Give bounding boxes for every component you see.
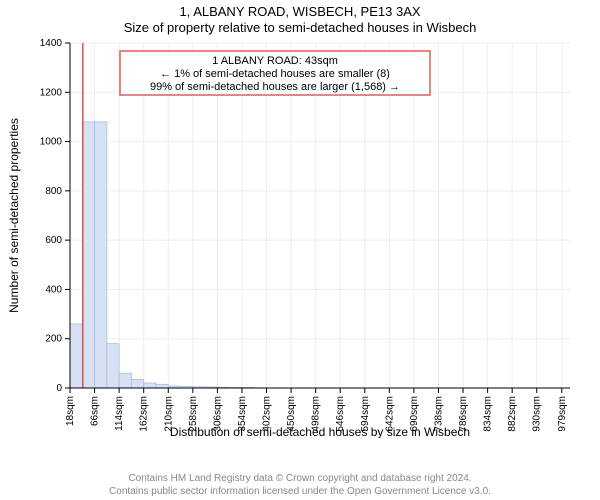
y-tick-label: 200 bbox=[45, 334, 62, 345]
legend-line2: ← 1% of semi-detached houses are smaller… bbox=[160, 68, 390, 80]
histogram-bar bbox=[131, 379, 143, 388]
chart-titles: 1, ALBANY ROAD, WISBECH, PE13 3AX Size o… bbox=[0, 0, 600, 35]
y-tick-label: 1200 bbox=[40, 87, 63, 98]
x-tick-label: 930sqm bbox=[532, 396, 543, 432]
chart-area: 0 200 400 600 800 1000 1200 1400 18sqm 66sqm 114sq… bbox=[0, 38, 600, 438]
histogram-bar bbox=[156, 384, 168, 388]
y-tick-label: 400 bbox=[45, 284, 62, 295]
y-axis-label: Number of semi-detached properties bbox=[7, 118, 21, 313]
histogram-bar bbox=[95, 122, 107, 388]
y-tick-label: 1400 bbox=[40, 38, 63, 49]
legend-line3: 99% of semi-detached houses are larger (… bbox=[150, 81, 400, 93]
histogram-bar bbox=[144, 383, 156, 388]
x-tick-label: 882sqm bbox=[507, 396, 518, 432]
x-axis-label: Distribution of semi-detached houses by … bbox=[170, 425, 470, 438]
histogram-bar bbox=[119, 373, 131, 388]
histogram-bar bbox=[107, 344, 119, 388]
y-tick-label: 800 bbox=[45, 186, 62, 197]
y-tick-label: 600 bbox=[45, 235, 62, 246]
histogram-bar bbox=[70, 324, 82, 388]
x-tick-label: 162sqm bbox=[139, 396, 150, 432]
x-tick-label: 979sqm bbox=[557, 396, 568, 432]
y-tick-label: 0 bbox=[56, 383, 62, 394]
x-tick-label: 18sqm bbox=[65, 396, 76, 426]
footer-attribution: Contains HM Land Registry data © Crown c… bbox=[0, 473, 600, 498]
x-tick-label: 66sqm bbox=[90, 396, 101, 426]
x-tick-label: 114sqm bbox=[114, 396, 125, 431]
title-subtitle: Size of property relative to semi-detach… bbox=[0, 20, 600, 35]
footer-line1: Contains HM Land Registry data © Crown c… bbox=[0, 473, 600, 486]
x-tick-label: 834sqm bbox=[483, 396, 494, 432]
histogram-svg: 0 200 400 600 800 1000 1200 1400 18sqm 66sqm 114sq… bbox=[0, 38, 600, 438]
y-tick-label: 1000 bbox=[40, 137, 63, 148]
legend-line1: 1 ALBANY ROAD: 43sqm bbox=[212, 55, 338, 67]
title-address: 1, ALBANY ROAD, WISBECH, PE13 3AX bbox=[0, 4, 600, 19]
histogram-bar bbox=[82, 122, 94, 388]
footer-line2: Contains public sector information licen… bbox=[0, 486, 600, 499]
